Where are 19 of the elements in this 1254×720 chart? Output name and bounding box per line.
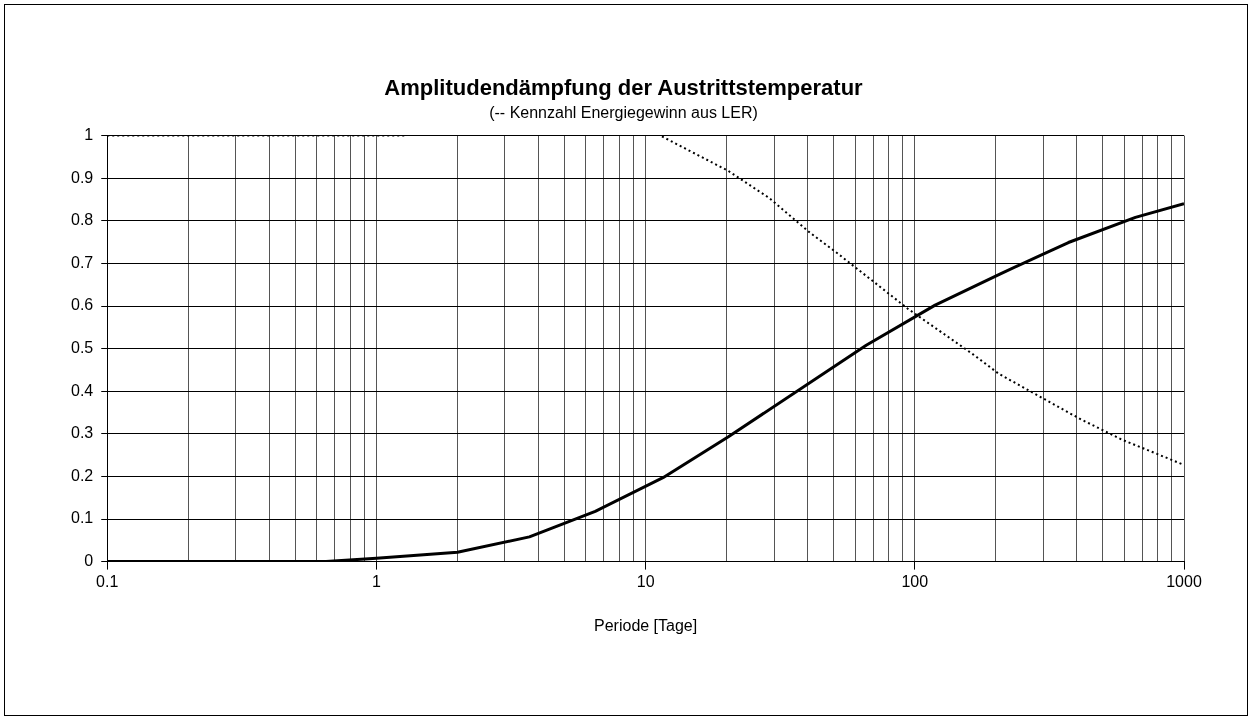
x-axis-title: Periode [Tage] [594, 616, 698, 634]
y-tick-label: 0.7 [70, 253, 94, 271]
x-tick-label: 0.1 [96, 572, 119, 590]
x-tick-label: 1000 [1166, 572, 1202, 590]
x-tick-label: 1 [371, 572, 381, 590]
y-tick-label: 0.5 [70, 339, 94, 357]
x-tick-label: 10 [636, 572, 655, 590]
y-tick-label: 0.1 [70, 509, 94, 527]
y-tick-label: 1 [84, 126, 94, 144]
y-tick-label: 0 [84, 552, 94, 570]
y-tick-label: 0.2 [70, 466, 94, 484]
y-tick-label: 0.6 [70, 296, 94, 314]
y-tick-label: 0.9 [70, 168, 94, 186]
y-tick-label: 0.3 [70, 424, 94, 442]
y-tick-label: 0.8 [70, 211, 94, 229]
x-tick-label: 100 [901, 572, 929, 590]
y-tick-label: 0.4 [70, 381, 94, 399]
chart-subtitle: (-- Kennzahl Energiegewinn aus LER) [489, 104, 758, 122]
chart-title: Amplitudendämpfung der Austrittstemperatur [384, 75, 864, 101]
